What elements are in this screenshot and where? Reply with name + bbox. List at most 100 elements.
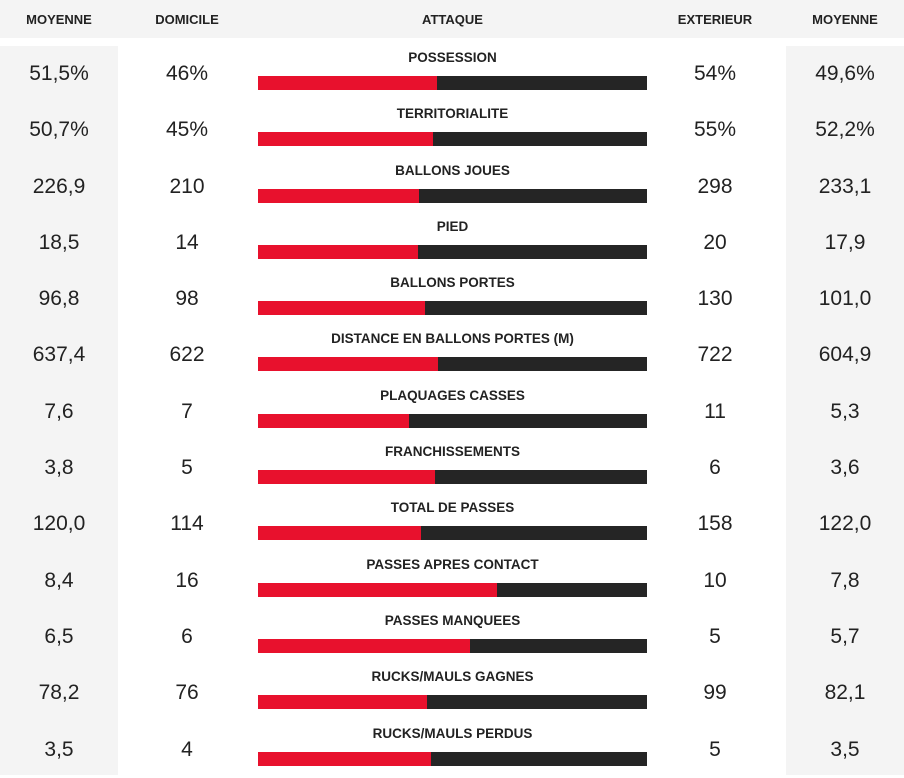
stat-average-away: 233,1 [818, 174, 872, 198]
stat-average-away: 604,9 [818, 343, 872, 367]
stat-label: BALLONS JOUES [395, 162, 510, 178]
stat-row: 8,4 16 PASSES APRES CONTACT 10 7,8 [0, 553, 904, 609]
stat-away-value: 130 [697, 287, 733, 311]
stat-home-value: 76 [175, 681, 199, 705]
header-moyenne-home: MOYENNE [26, 12, 92, 27]
stat-comparison-bar [258, 695, 647, 710]
stat-row: 50,7% 45% TERRITORIALITE 55% 52,2% [0, 102, 904, 158]
stat-average-home: 51,5% [29, 62, 89, 85]
stat-row: 7,6 7 PLAQUAGES CASSES 11 5,3 [0, 384, 904, 440]
stat-row: 226,9 210 BALLONS JOUES 298 233,1 [0, 159, 904, 215]
stat-row: 18,5 14 PIED 20 17,9 [0, 215, 904, 271]
stat-home-share-fill [258, 751, 431, 766]
header-moyenne-away: MOYENNE [812, 12, 878, 27]
stat-label: FRANCHISSEMENTS [384, 444, 520, 460]
stat-home-value: 6 [181, 624, 193, 648]
stat-comparison-bar [258, 357, 647, 372]
stat-average-home: 637,4 [32, 343, 86, 367]
header-domicile: DOMICILE [155, 12, 219, 27]
stat-home-value: 45% [165, 118, 209, 142]
stat-comparison-bar [258, 638, 647, 653]
average-away-column-shade [786, 46, 904, 775]
average-home-column-shade [0, 46, 118, 775]
stat-label: PLAQUAGES CASSES [380, 387, 525, 403]
stat-home-share-fill [258, 695, 427, 710]
stat-away-value: 99 [703, 681, 727, 705]
stat-home-share-fill [258, 582, 498, 597]
stat-comparison-bar [258, 470, 647, 485]
stat-label: PASSES APRES CONTACT [366, 556, 539, 572]
stat-home-value: 46% [165, 62, 209, 85]
stat-row: 96,8 98 BALLONS PORTES 130 101,0 [0, 271, 904, 327]
stat-average-home: 226,9 [32, 174, 86, 198]
stat-average-away: 5,7 [830, 624, 860, 648]
stat-home-share-fill [258, 301, 426, 316]
stat-average-away: 101,0 [818, 287, 872, 311]
stat-average-home: 18,5 [38, 230, 80, 254]
stat-label: PIED [436, 218, 469, 234]
stat-row: 3,5 4 RUCKS/MAULS PERDUS 5 3,5 [0, 722, 904, 778]
stat-average-home: 78,2 [38, 681, 80, 705]
stat-home-share-fill [258, 638, 471, 653]
stat-row: 51,5% 46% POSSESSION 54% 49,6% [0, 46, 904, 102]
stat-home-value: 114 [170, 512, 204, 536]
stat-row: 3,8 5 FRANCHISSEMENTS 6 3,6 [0, 440, 904, 496]
stat-home-value: 7 [181, 399, 193, 423]
stat-comparison-bar [258, 582, 647, 597]
stat-row: 78,2 76 RUCKS/MAULS GAGNES 99 82,1 [0, 665, 904, 721]
stat-average-home: 8,4 [44, 568, 74, 592]
stat-away-value: 55% [693, 118, 737, 142]
stat-home-value: 5 [181, 456, 193, 480]
stat-home-share-fill [258, 76, 437, 90]
stat-average-home: 120,0 [32, 512, 86, 536]
stats-header: MOYENNE DOMICILE ATTAQUE EXTERIEUR MOYEN… [0, 0, 904, 38]
stat-label: BALLONS PORTES [390, 275, 515, 291]
stat-average-away: 52,2% [815, 118, 875, 142]
stat-home-value: 4 [181, 737, 193, 761]
stat-label: RUCKS/MAULS GAGNES [371, 669, 534, 685]
stat-average-away: 3,5 [830, 737, 860, 761]
stat-label: DISTANCE EN BALLONS PORTES (M) [331, 331, 574, 347]
stat-average-home: 6,5 [44, 624, 74, 648]
stat-average-away: 122,0 [818, 512, 872, 536]
stat-average-away: 3,6 [830, 456, 860, 480]
header-exterieur: EXTERIEUR [677, 12, 753, 27]
stat-average-away: 49,6% [815, 62, 875, 85]
stat-away-value: 10 [703, 568, 727, 592]
stat-home-share-fill [258, 526, 422, 541]
stat-home-value: 16 [175, 568, 199, 592]
stat-away-value: 298 [697, 174, 733, 198]
stat-comparison-bar [258, 244, 647, 259]
stat-home-share-fill [258, 188, 419, 203]
stat-away-value: 158 [697, 512, 733, 536]
stat-comparison-bar [258, 132, 647, 147]
stat-home-value: 622 [169, 343, 205, 367]
stat-home-share-fill [258, 413, 410, 428]
stat-comparison-bar [258, 526, 647, 541]
stat-away-value: 5 [709, 624, 721, 648]
stat-average-home: 50,7% [29, 118, 89, 142]
stat-average-home: 3,8 [44, 456, 74, 480]
stat-average-away: 17,9 [824, 230, 866, 254]
stat-home-share-fill [258, 244, 419, 259]
stat-away-value: 5 [709, 737, 721, 761]
stat-home-share-fill [258, 470, 435, 485]
stat-label: TOTAL DE PASSES [390, 500, 515, 516]
stat-average-away: 82,1 [824, 681, 866, 705]
stat-home-value: 210 [169, 174, 205, 198]
stat-average-home: 3,5 [44, 737, 74, 761]
stat-comparison-bar [258, 413, 647, 428]
header-attaque: ATTAQUE [422, 12, 483, 27]
stat-away-value: 20 [703, 230, 727, 254]
stat-average-home: 96,8 [38, 287, 80, 311]
stat-home-value: 14 [175, 230, 199, 254]
stat-row: 637,4 622 DISTANCE EN BALLONS PORTES (M) 72… [0, 327, 904, 383]
stat-away-value: 6 [709, 456, 721, 480]
stat-label: RUCKS/MAULS PERDUS [372, 725, 533, 741]
stat-label: PASSES MANQUEES [384, 612, 521, 628]
stat-away-value: 11 [704, 399, 726, 423]
stat-comparison-bar [258, 76, 647, 90]
stat-comparison-bar [258, 188, 647, 203]
stat-average-away: 7,8 [830, 568, 860, 592]
stat-average-home: 7,6 [44, 399, 74, 423]
